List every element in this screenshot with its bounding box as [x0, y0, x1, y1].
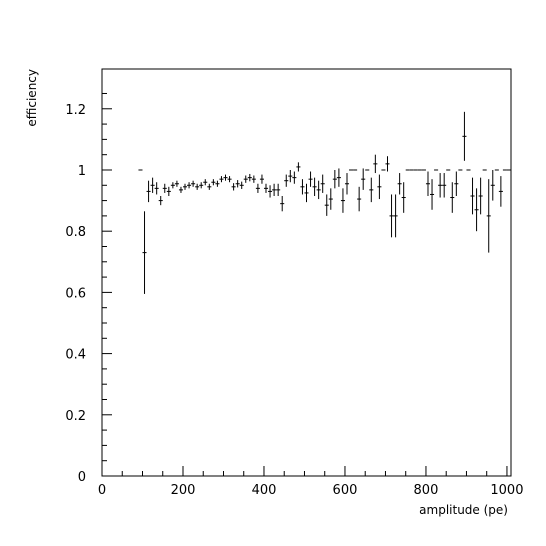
data-point	[312, 177, 317, 196]
data-point	[251, 175, 256, 183]
x-tick-label: 600	[333, 483, 358, 498]
data-point	[235, 180, 240, 188]
data-point	[207, 183, 212, 190]
data-point	[268, 185, 273, 198]
data-point	[223, 174, 228, 181]
y-axis: 0 0.2 0.4 0.6 0.8 1 1.2	[65, 92, 112, 485]
data-point	[397, 173, 402, 195]
data-point	[142, 211, 147, 294]
data-point	[195, 183, 200, 190]
data-point	[146, 180, 151, 203]
data-point	[292, 171, 297, 184]
data-point	[255, 183, 260, 193]
data-point	[150, 177, 155, 193]
data-point	[259, 174, 264, 184]
data-point	[369, 177, 374, 203]
data-point	[178, 186, 183, 193]
data-point	[442, 173, 447, 198]
data-point	[361, 168, 366, 190]
data-point	[199, 182, 204, 189]
data-point	[324, 194, 329, 216]
plot-frame	[101, 68, 512, 477]
x-tick-label: 1000	[490, 483, 523, 498]
data-point	[344, 173, 350, 195]
y-tick-label: 0.6	[65, 286, 86, 301]
data-point	[215, 180, 220, 187]
data-point	[478, 177, 483, 215]
y-tick-label: 0.8	[65, 225, 86, 240]
x-axis: 0 200 400 600 800 1000	[98, 466, 523, 498]
x-tick-label: 200	[171, 483, 196, 498]
data-point	[182, 183, 188, 190]
data-point	[401, 182, 406, 213]
data-point	[187, 182, 192, 189]
data-point	[340, 188, 345, 213]
data-point	[470, 177, 475, 215]
data-point	[328, 188, 333, 210]
data-point	[154, 182, 159, 195]
data-point	[498, 176, 503, 207]
x-tick-label: 0	[98, 483, 106, 498]
data-point	[425, 171, 431, 196]
data-point	[162, 183, 167, 193]
data-point	[377, 174, 382, 200]
data-point	[454, 171, 459, 196]
y-tick-label: 1.2	[65, 103, 86, 118]
data-point	[288, 169, 293, 183]
data-point	[393, 194, 398, 238]
data-point	[227, 176, 232, 183]
data-point	[462, 111, 467, 161]
data-point	[284, 174, 289, 187]
data-point	[308, 171, 313, 187]
data-point	[211, 179, 216, 186]
y-tick-label: 1	[78, 164, 86, 179]
data-point	[247, 173, 252, 182]
data-point	[166, 186, 171, 196]
data-point	[263, 183, 269, 193]
data-point	[170, 182, 175, 189]
data-series	[138, 111, 511, 294]
y-tick-label: 0.2	[65, 409, 86, 424]
data-point	[231, 183, 236, 191]
y-tick-label: 0	[78, 470, 86, 485]
x-tick-label: 400	[252, 483, 277, 498]
data-point	[373, 154, 378, 174]
data-point	[486, 179, 491, 253]
data-point	[430, 179, 435, 210]
data-point	[336, 168, 341, 187]
y-tick-label: 0.4	[65, 348, 86, 363]
data-point	[357, 186, 362, 212]
data-point	[158, 195, 163, 206]
x-tick-label: 800	[414, 483, 439, 498]
data-point	[438, 173, 443, 198]
data-point	[280, 195, 285, 212]
data-point	[316, 180, 321, 200]
data-point	[276, 183, 281, 196]
data-point	[296, 162, 301, 172]
data-point	[272, 183, 277, 196]
data-point	[191, 180, 196, 187]
data-point	[174, 180, 179, 187]
data-point	[219, 176, 224, 183]
data-point	[239, 181, 244, 189]
data-point	[320, 174, 325, 193]
data-point	[203, 179, 208, 186]
y-axis-title: efficiency	[25, 69, 39, 127]
data-point	[490, 169, 495, 201]
data-point	[385, 156, 390, 172]
data-point	[332, 169, 337, 189]
data-point	[300, 179, 305, 195]
data-point	[243, 175, 248, 183]
data-point	[474, 188, 479, 232]
x-axis-title: amplitude (pe)	[419, 503, 508, 517]
data-point	[389, 194, 394, 238]
data-point	[304, 183, 309, 203]
data-point	[450, 182, 455, 213]
